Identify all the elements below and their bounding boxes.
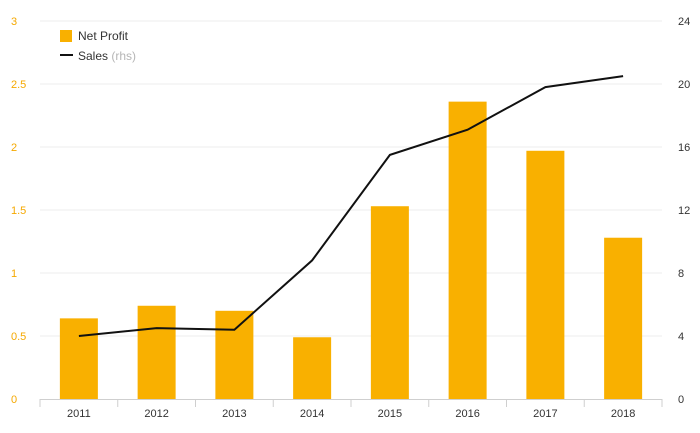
right-tick-label: 12	[678, 205, 690, 217]
left-tick-label: 0.5	[11, 331, 26, 343]
left-axis-ticks: 0 0.5 1 1.5 2 2.5 3	[11, 16, 26, 406]
net-profit-bar	[448, 101, 487, 399]
legend-sales-unit: (rhs)	[111, 49, 136, 63]
left-tick-label: 3	[11, 16, 17, 28]
gridlines	[40, 20, 662, 337]
legend-sales-label: Sales (rhs)	[78, 49, 136, 63]
net-profit-bars	[59, 101, 643, 399]
x-tick-label: 2011	[67, 408, 91, 420]
left-tick-label: 1	[11, 268, 17, 280]
net-profit-bar	[604, 237, 643, 399]
right-tick-label: 0	[678, 394, 684, 406]
legend-net-profit-label: Net Profit	[78, 29, 129, 43]
right-tick-label: 8	[678, 268, 684, 280]
x-tick-label: 2014	[300, 408, 324, 420]
net-profit-bar	[137, 305, 176, 399]
x-tick-label: 2015	[378, 408, 402, 420]
x-tick-label: 2012	[144, 408, 168, 420]
x-tick-label: 2016	[455, 408, 479, 420]
left-tick-label: 1.5	[11, 205, 26, 217]
net-profit-bar	[215, 310, 254, 399]
right-axis-ticks: 0 4 8 12 16 20 24	[678, 16, 690, 406]
legend: Net Profit Sales (rhs)	[60, 29, 136, 63]
left-tick-label: 2	[11, 142, 17, 154]
right-tick-label: 20	[678, 79, 690, 91]
sales-line	[78, 75, 624, 337]
net-profit-bar	[526, 150, 565, 399]
left-tick-label: 2.5	[11, 79, 26, 91]
x-tick-label: 2018	[611, 408, 635, 420]
right-tick-label: 4	[678, 331, 684, 343]
net-profit-bar	[370, 206, 409, 399]
x-tick-label: 2017	[533, 408, 557, 420]
x-axis: 2011 2012 2013 2014 2015 2016 2017 2018	[39, 399, 663, 420]
right-tick-label: 16	[678, 142, 690, 154]
net-profit-bar	[293, 337, 332, 399]
right-tick-label: 24	[678, 16, 690, 28]
legend-sales-text: Sales	[78, 49, 108, 63]
x-tick-label: 2013	[222, 408, 246, 420]
legend-bar-swatch	[60, 30, 72, 42]
left-tick-label: 0	[11, 394, 17, 406]
net-profit-bar	[59, 318, 98, 399]
